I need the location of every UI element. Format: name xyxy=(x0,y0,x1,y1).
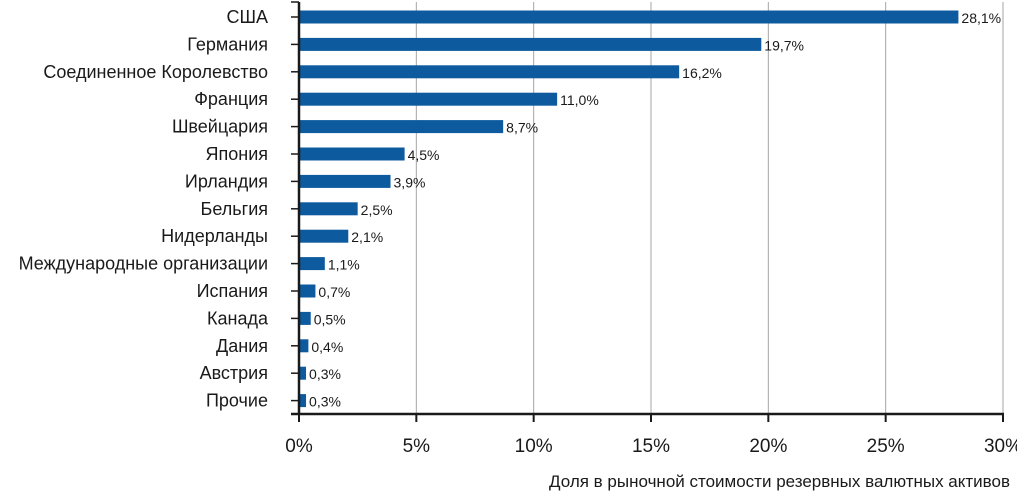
value-label: 0,5% xyxy=(314,311,346,327)
category-label: Франция xyxy=(194,89,268,109)
category-label: Прочие xyxy=(206,391,268,411)
category-label: Испания xyxy=(197,281,268,301)
bar xyxy=(299,202,358,216)
value-label: 8,7% xyxy=(506,120,538,136)
category-label: Ирландия xyxy=(185,171,268,191)
category-label: Нидерланды xyxy=(161,226,268,246)
category-label: Дания xyxy=(216,336,268,356)
value-label: 19,7% xyxy=(764,37,804,53)
bar xyxy=(299,339,309,353)
bar xyxy=(299,10,959,24)
bar xyxy=(299,257,325,271)
bar xyxy=(299,65,680,79)
x-tick-label: 15% xyxy=(632,436,670,457)
bars xyxy=(299,10,959,408)
value-label: 2,1% xyxy=(351,229,383,245)
x-axis-title: Доля в рыночной стоимости резервных валю… xyxy=(549,472,1010,491)
value-label: 0,3% xyxy=(309,394,341,410)
bar xyxy=(299,174,391,188)
category-label: Германия xyxy=(187,34,268,54)
category-label: Австрия xyxy=(200,363,268,383)
axes xyxy=(291,1,1004,422)
category-label: Швейцария xyxy=(172,117,268,137)
category-label: США xyxy=(226,7,268,27)
value-label: 16,2% xyxy=(682,65,722,81)
bar xyxy=(299,311,311,325)
category-label: Япония xyxy=(206,144,269,164)
x-tick-label: 20% xyxy=(749,436,787,457)
value-label: 2,5% xyxy=(361,202,393,218)
bar xyxy=(299,366,307,380)
bar xyxy=(299,37,762,51)
value-label: 4,5% xyxy=(408,147,440,163)
value-label: 0,4% xyxy=(311,339,343,355)
bar xyxy=(299,120,504,134)
value-label: 28,1% xyxy=(961,10,1001,26)
bar xyxy=(299,92,558,106)
value-label: 0,7% xyxy=(318,284,350,300)
labels: 0% 5% 10% 15% 20% 25% 30% США 28,1% Германия 19,7%… xyxy=(19,7,1017,457)
value-label: 3,9% xyxy=(394,174,426,190)
category-label: Соединенное Королевство xyxy=(43,62,268,82)
category-label: Канада xyxy=(207,308,269,328)
value-label: 1,1% xyxy=(328,257,360,273)
x-tick-label: 10% xyxy=(515,436,553,457)
value-label: 11,0% xyxy=(560,92,599,108)
category-label: Бельгия xyxy=(201,199,268,219)
x-tick-label: 25% xyxy=(867,436,905,457)
x-tick-label: 30% xyxy=(984,436,1017,457)
bar xyxy=(299,394,307,408)
value-label: 0,3% xyxy=(309,366,341,382)
bar xyxy=(299,229,349,243)
x-tick-label: 0% xyxy=(285,436,313,457)
bar xyxy=(299,284,316,298)
x-tick-label: 5% xyxy=(403,436,431,457)
bar xyxy=(299,147,405,161)
category-label: Международные организации xyxy=(19,254,268,274)
grid-lines xyxy=(415,2,1004,414)
